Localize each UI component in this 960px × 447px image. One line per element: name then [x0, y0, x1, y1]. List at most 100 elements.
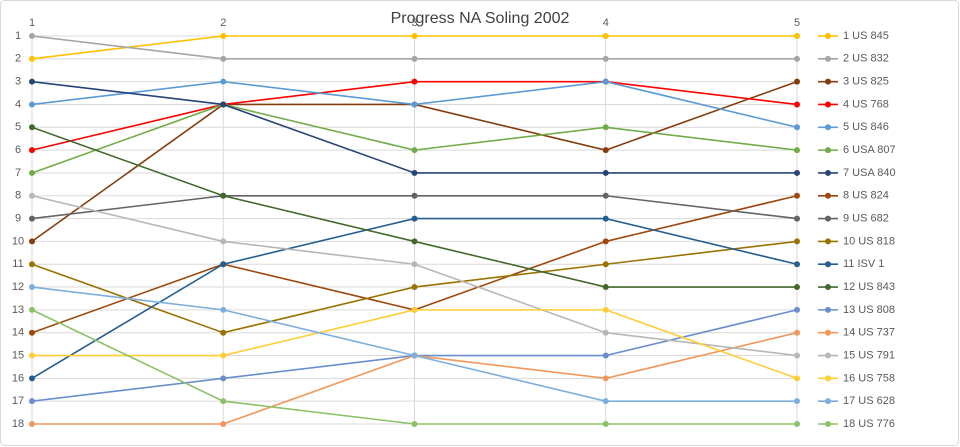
x-tick-label: 3: [411, 17, 417, 29]
data-point: [220, 421, 227, 427]
x-tick-label: 5: [794, 17, 800, 29]
data-point: [220, 101, 227, 108]
data-point: [411, 147, 418, 154]
data-point: [602, 147, 609, 154]
data-point: [29, 284, 35, 291]
data-point: [29, 238, 35, 245]
legend-label: 3 US 825: [843, 76, 889, 88]
legend-label: 5 US 846: [843, 121, 889, 133]
legend-label: 18 US 776: [843, 418, 895, 430]
y-tick-label: 12: [12, 281, 24, 293]
data-point: [220, 375, 227, 382]
data-point: [411, 169, 418, 176]
data-point: [220, 55, 227, 62]
legend-marker: [825, 375, 831, 382]
legend-label: 4 US 768: [843, 98, 889, 110]
data-point: [794, 147, 800, 154]
data-point: [794, 215, 800, 222]
legend-label: 6 USA 807: [843, 144, 896, 156]
data-point: [29, 192, 35, 199]
legend-label: 16 US 758: [843, 372, 895, 384]
data-point: [794, 101, 800, 108]
data-point: [411, 215, 418, 222]
data-point: [29, 398, 35, 405]
data-point: [411, 238, 418, 245]
legend-marker: [825, 329, 831, 336]
data-point: [602, 329, 609, 336]
data-point: [602, 192, 609, 199]
x-tick-label: 2: [220, 17, 226, 29]
data-point: [602, 169, 609, 176]
data-point: [220, 238, 227, 245]
y-tick-label: 14: [12, 327, 24, 339]
data-point: [602, 215, 609, 222]
data-point: [602, 375, 609, 382]
data-point: [794, 352, 800, 359]
legend-marker: [825, 101, 831, 108]
data-point: [29, 352, 35, 359]
data-point: [220, 78, 227, 85]
y-tick-label: 6: [15, 144, 21, 156]
y-tick-label: 7: [15, 167, 21, 179]
data-point: [29, 124, 35, 131]
data-point: [411, 261, 418, 268]
legend-marker: [825, 284, 831, 291]
legend-marker: [825, 192, 831, 199]
y-tick-label: 11: [12, 258, 23, 270]
legend-marker: [825, 261, 831, 268]
data-point: [794, 261, 800, 268]
data-point: [794, 124, 800, 131]
y-tick-label: 1: [15, 30, 21, 42]
data-point: [602, 398, 609, 405]
data-point: [794, 398, 800, 405]
x-tick-label: 4: [603, 17, 609, 29]
data-point: [220, 329, 227, 336]
y-tick-label: 18: [12, 418, 24, 430]
legend-marker: [825, 238, 831, 245]
y-tick-label: 17: [12, 395, 24, 407]
legend-marker: [825, 169, 831, 176]
data-point: [602, 33, 609, 39]
legend-label: 7 USA 840: [843, 167, 896, 179]
legend-label: 13 US 808: [843, 304, 895, 316]
y-tick-label: 2: [15, 53, 21, 65]
y-tick-label: 3: [15, 76, 21, 88]
data-point: [794, 421, 800, 427]
legend-marker: [825, 306, 831, 313]
data-point: [29, 306, 35, 313]
y-tick-label: 15: [12, 349, 24, 361]
legend-label: 1 US 845: [843, 30, 889, 42]
data-point: [602, 78, 609, 85]
legend-marker: [825, 33, 831, 39]
data-point: [29, 78, 35, 85]
data-point: [602, 421, 609, 427]
data-point: [794, 284, 800, 291]
legend-marker: [825, 421, 831, 427]
y-tick-label: 5: [15, 121, 21, 133]
data-point: [29, 375, 35, 382]
data-point: [602, 238, 609, 245]
data-point: [794, 375, 800, 382]
data-point: [794, 33, 800, 39]
data-point: [794, 78, 800, 85]
data-point: [29, 147, 35, 154]
data-point: [794, 306, 800, 313]
legend-marker: [825, 398, 831, 405]
y-tick-label: 13: [12, 304, 24, 316]
data-point: [29, 215, 35, 222]
data-point: [29, 169, 35, 176]
y-tick-label: 16: [12, 372, 24, 384]
data-point: [602, 306, 609, 313]
data-point: [29, 329, 35, 336]
data-point: [220, 306, 227, 313]
data-point: [794, 329, 800, 336]
data-point: [602, 55, 609, 62]
data-point: [794, 169, 800, 176]
data-point: [411, 78, 418, 85]
data-point: [794, 238, 800, 245]
data-point: [220, 33, 227, 39]
y-tick-label: 10: [12, 235, 24, 247]
legend-label: 12 US 843: [843, 281, 895, 293]
data-point: [29, 421, 35, 427]
